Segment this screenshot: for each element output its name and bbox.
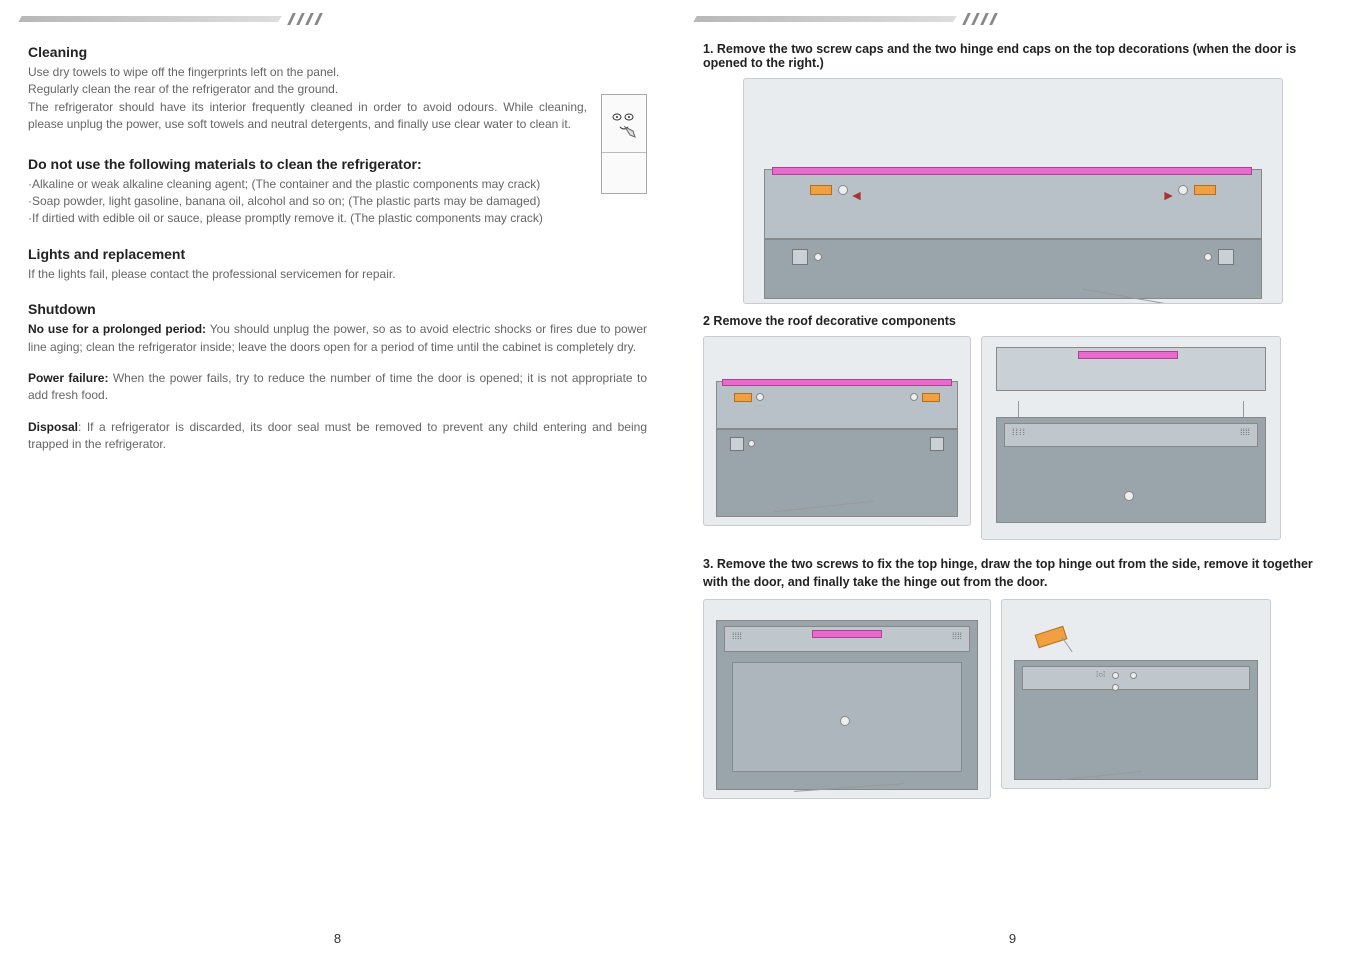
disposal-text: : If a refrigerator is discarded, its do… (28, 420, 647, 451)
step3-head: 3. Remove the two screws to fix the top … (703, 556, 1322, 591)
arrow-icon: ◄ (850, 187, 864, 203)
pattern-text: ⁞⁞⁞⁞ (1240, 427, 1250, 437)
nouse-label: No use for a prolonged period: (28, 322, 206, 336)
power-text: When the power fails, try to reduce the … (28, 371, 647, 402)
header-rule-left (28, 12, 647, 26)
nouse-line: No use for a prolonged period: You shoul… (28, 321, 647, 356)
disposal-label: Disposal (28, 420, 78, 434)
cleaning-p1: Use dry towels to wipe off the fingerpri… (28, 64, 587, 81)
pattern-text: ⁞○⁞ (1096, 670, 1105, 679)
page-number-right: 9 (1009, 931, 1016, 946)
page-left: Cleaning Use dry towels to wipe off the … (0, 0, 675, 954)
pattern-text: ⁞⁞⁞⁞ (732, 631, 742, 641)
pattern-text: ⁞⁞⁞⁞ (952, 631, 962, 641)
page-number-left: 8 (334, 931, 341, 946)
header-bar (693, 16, 956, 22)
cleaning-block: Cleaning Use dry towels to wipe off the … (28, 44, 647, 134)
cleaning-illustration (601, 94, 647, 194)
donot-1: ·Alkaline or weak alkaline cleaning agen… (28, 176, 647, 193)
lights-p: If the lights fail, please contact the p… (28, 266, 647, 283)
disposal-line: Disposal: If a refrigerator is discarded… (28, 419, 647, 454)
arrow-icon: ► (1162, 187, 1176, 203)
donot-2: ·Soap powder, light gasoline, banana oil… (28, 193, 647, 210)
donot-3: ·If dirtied with edible oil or sauce, pl… (28, 210, 647, 227)
step1-head: 1. Remove the two screw caps and the two… (703, 42, 1322, 70)
donot-title: Do not use the following materials to cl… (28, 156, 647, 172)
power-label: Power failure: (28, 371, 108, 385)
pattern-text: ⁞⁞⁞⁞ (1012, 427, 1026, 437)
step3-diagrams: ⁞⁞⁞⁞ ⁞⁞⁞⁞ ⁞○⁞ (703, 599, 1322, 799)
page-right: 1. Remove the two screw caps and the two… (675, 0, 1350, 954)
shutdown-title: Shutdown (28, 301, 647, 317)
header-bar (18, 16, 281, 22)
slash-group (290, 13, 320, 25)
lights-title: Lights and replacement (28, 246, 647, 262)
slash-group (965, 13, 995, 25)
cleaning-p3: The refrigerator should have its interio… (28, 99, 587, 134)
cloth-icon (602, 95, 646, 152)
cleaning-title: Cleaning (28, 44, 587, 60)
power-line: Power failure: When the power fails, try… (28, 370, 647, 405)
cleaning-p2: Regularly clean the rear of the refriger… (28, 81, 587, 98)
header-rule-right (703, 12, 1322, 26)
step1-diagram: ◄ ► (743, 78, 1283, 304)
step2-diagrams: ⁞⁞⁞⁞ ⁞⁞⁞⁞ (703, 336, 1322, 540)
step2-head: 2 Remove the roof decorative components (703, 314, 1322, 328)
